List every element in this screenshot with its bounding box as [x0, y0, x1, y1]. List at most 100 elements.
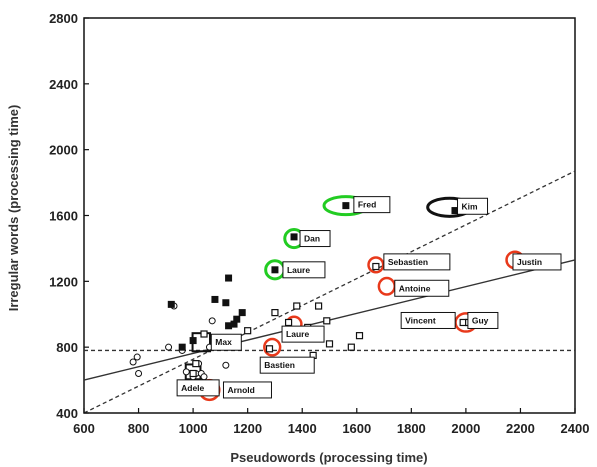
name-label-text: Fred	[358, 200, 376, 210]
name-label: Sebastien	[383, 253, 451, 271]
name-label-box	[467, 311, 499, 329]
filled-square-point	[225, 322, 233, 330]
name-label: Max	[210, 333, 242, 351]
x-tick-label: 2400	[561, 421, 590, 436]
name-label-text: Arnold	[227, 385, 254, 395]
y-tick-label: 400	[56, 406, 78, 421]
filled-square-point	[290, 233, 298, 241]
filled-square-point	[178, 343, 186, 351]
open-square-point	[244, 327, 252, 335]
name-label-box	[222, 381, 272, 399]
filled-square-point	[222, 299, 230, 307]
open-square-point	[347, 343, 355, 351]
name-label-text: Antoine	[399, 283, 431, 293]
axis-ticks: 600 800 1000 1200 1400 1600 1800 2000 2200 2400 40…	[49, 11, 589, 436]
open-square-point	[284, 318, 293, 327]
name-label-box	[353, 196, 391, 214]
name-label-text: Guy	[472, 315, 489, 325]
filled-square-point	[189, 337, 197, 345]
x-tick-label: 1400	[288, 421, 317, 436]
regression-lines	[83, 170, 576, 414]
filled-square-point	[230, 320, 238, 328]
open-circle-point	[129, 358, 137, 366]
name-label: Guy	[467, 311, 499, 329]
name-label: Vincent	[400, 311, 456, 329]
filled-square-point	[225, 274, 233, 282]
name-label-text: Laure	[287, 265, 310, 275]
highlight-ring	[367, 256, 385, 274]
filled-square-point	[342, 202, 350, 210]
regression-line-dashed	[83, 170, 576, 414]
x-tick-label: 800	[128, 421, 150, 436]
name-label-box	[210, 333, 242, 351]
name-label: Adele	[176, 379, 220, 397]
open-square-point	[271, 309, 279, 317]
open-circle-point	[208, 317, 216, 325]
open-square-point	[192, 360, 200, 368]
filled-square-point	[233, 315, 241, 323]
name-label-box	[259, 356, 315, 374]
highlight-ring	[263, 337, 282, 357]
x-tick-label: 2200	[506, 421, 535, 436]
name-label: Bastien	[259, 356, 315, 374]
name-label-text: Kim	[462, 201, 479, 211]
name-label: Kim	[457, 197, 489, 215]
open-square-point	[265, 345, 274, 353]
name-label-text: Adele	[181, 383, 204, 393]
y-tick-label: 800	[56, 340, 78, 355]
filled-square-point	[238, 309, 246, 317]
y-tick-label: 1600	[49, 209, 78, 224]
name-label-text: Max	[215, 337, 232, 347]
open-square-point	[293, 302, 301, 310]
x-axis-label: Pseudowords (processing time)	[230, 450, 427, 465]
x-tick-label: 1600	[342, 421, 371, 436]
name-label: Arnold	[222, 381, 272, 399]
open-square-point	[355, 332, 364, 340]
name-labels: Fred Kim Dan Laure Sebastien Antoine Justin Lau…	[176, 196, 562, 399]
open-circle-point	[165, 343, 173, 351]
name-label-text: Laure	[286, 329, 309, 339]
name-label-text: Bastien	[264, 360, 295, 370]
data-points	[129, 202, 535, 381]
open-circle-point	[222, 361, 230, 369]
name-label: Laure	[281, 325, 325, 343]
y-tick-label: 2400	[49, 77, 78, 92]
name-label-text: Sebastien	[388, 257, 428, 267]
name-label-box	[400, 311, 456, 329]
filled-square-point	[211, 295, 219, 303]
name-label-box	[299, 230, 331, 248]
name-label-box	[512, 253, 562, 271]
open-square-point	[314, 302, 323, 310]
open-square-point	[200, 330, 208, 338]
open-circle-point	[135, 370, 143, 377]
open-circle-point	[133, 353, 141, 361]
name-label-box	[457, 197, 489, 215]
y-tick-label: 2800	[49, 11, 78, 26]
y-tick-label: 1200	[49, 274, 78, 289]
filled-square-point	[451, 207, 459, 215]
name-label-text: Dan	[304, 234, 320, 244]
name-label: Dan	[299, 230, 331, 248]
name-label-box	[282, 261, 326, 279]
name-label: Antoine	[394, 279, 450, 297]
highlight-rings	[184, 195, 525, 402]
x-tick-label: 2000	[451, 421, 480, 436]
plot-border	[83, 17, 576, 414]
y-axis-label: Irregular words (processing time)	[6, 105, 21, 312]
name-label-box	[383, 253, 451, 271]
name-label-box	[176, 379, 220, 397]
highlight-ring	[377, 276, 396, 296]
filled-square-point	[167, 300, 175, 308]
name-label-box	[394, 279, 450, 297]
open-circle-point	[182, 368, 190, 376]
x-tick-label: 1000	[179, 421, 208, 436]
x-tick-label: 1800	[397, 421, 426, 436]
open-square-point	[323, 317, 331, 325]
open-square-point	[325, 340, 334, 348]
open-square-point	[189, 369, 197, 378]
name-label: Fred	[353, 196, 391, 214]
name-label: Laure	[282, 261, 326, 279]
open-circle-point	[200, 373, 208, 381]
open-square-point	[372, 262, 380, 271]
